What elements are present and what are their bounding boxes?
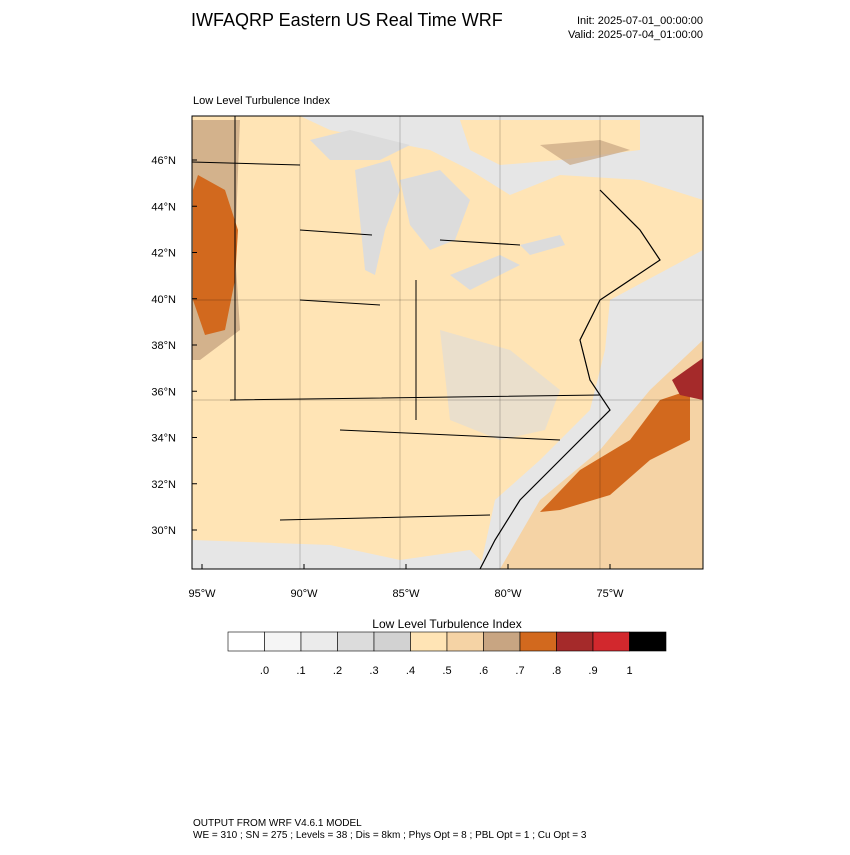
colorbar-box (446, 631, 484, 652)
colorbar-box (629, 631, 667, 652)
colorbar-label: .4 (406, 665, 415, 677)
lat-label: 42°N (151, 248, 176, 260)
lat-label: 36°N (151, 386, 176, 398)
gulf-field (192, 540, 490, 569)
map-subtitle: Low Level Turbulence Index (193, 95, 330, 107)
colorbar-title: Low Level Turbulence Index (372, 617, 521, 631)
colorbar-label: .9 (588, 665, 597, 677)
colorbar-box (483, 631, 521, 652)
colorbar-label: .6 (479, 665, 488, 677)
colorbar-label: .0 (260, 665, 269, 677)
colorbar-label: .7 (515, 665, 524, 677)
colorbar-label: .1 (296, 665, 305, 677)
lon-label: 90°W (290, 588, 318, 600)
colorbar-box (337, 631, 375, 652)
lake-michigan (355, 160, 400, 275)
colorbar-box (300, 631, 338, 652)
lat-label: 44°N (151, 201, 176, 213)
atlantic-peak (672, 358, 703, 400)
map-frame (191, 115, 704, 570)
west-peak (193, 175, 238, 335)
colorbar-label: .3 (369, 665, 378, 677)
colorbar-label: .5 (442, 665, 451, 677)
lat-label: 32°N (151, 479, 176, 491)
map-field (192, 116, 703, 569)
lake-superior (310, 130, 410, 160)
footer-line: WE = 310 ; SN = 275 ; Levels = 38 ; Dis … (193, 830, 587, 841)
colorbar-box (519, 631, 557, 652)
valid-time: Valid: 2025-07-04_01:00:00 (568, 29, 703, 41)
lake-erie (450, 255, 520, 290)
lake-huron (400, 170, 470, 250)
county-lines (192, 116, 703, 569)
colorbar-box (410, 631, 448, 652)
lat-label: 38°N (151, 340, 176, 352)
lat-label: 34°N (151, 433, 176, 445)
title: IWFAQRP Eastern US Real Time WRF (191, 10, 503, 30)
map-axes: 46°N 44°N 42°N 40°N 38°N 36°N 34°N 32°N 30°N 95°W… (151, 155, 624, 600)
colorbar-box (227, 631, 265, 652)
colorbar-box (373, 631, 411, 652)
colorbar-label: 1 (626, 665, 632, 677)
lon-label: 85°W (392, 588, 420, 600)
lon-label: 75°W (596, 588, 624, 600)
atlantic-high (540, 390, 690, 512)
lat-label: 30°N (151, 525, 176, 537)
lon-label: 95°W (188, 588, 216, 600)
colorbar-box (592, 631, 630, 652)
lake-ontario (520, 235, 565, 255)
colorbar-label: .8 (552, 665, 561, 677)
colorbar-box (556, 631, 594, 652)
colorbar-label: .2 (333, 665, 342, 677)
atlantic-band (500, 340, 703, 569)
lat-label: 46°N (151, 155, 176, 167)
colorbar: .0 .1 .2 .3 .4 .5 .6 .7 .8 .9 1 (227, 631, 667, 677)
init-time: Init: 2025-07-01_00:00:00 (577, 15, 703, 27)
state-lines (192, 116, 601, 521)
coastline (479, 189, 661, 569)
canada-high (540, 140, 630, 165)
footer-line: OUTPUT FROM WRF V4.6.1 MODEL (193, 818, 362, 829)
colorbar-box (264, 631, 302, 652)
lat-label: 40°N (151, 294, 176, 306)
lon-label: 80°W (494, 588, 522, 600)
